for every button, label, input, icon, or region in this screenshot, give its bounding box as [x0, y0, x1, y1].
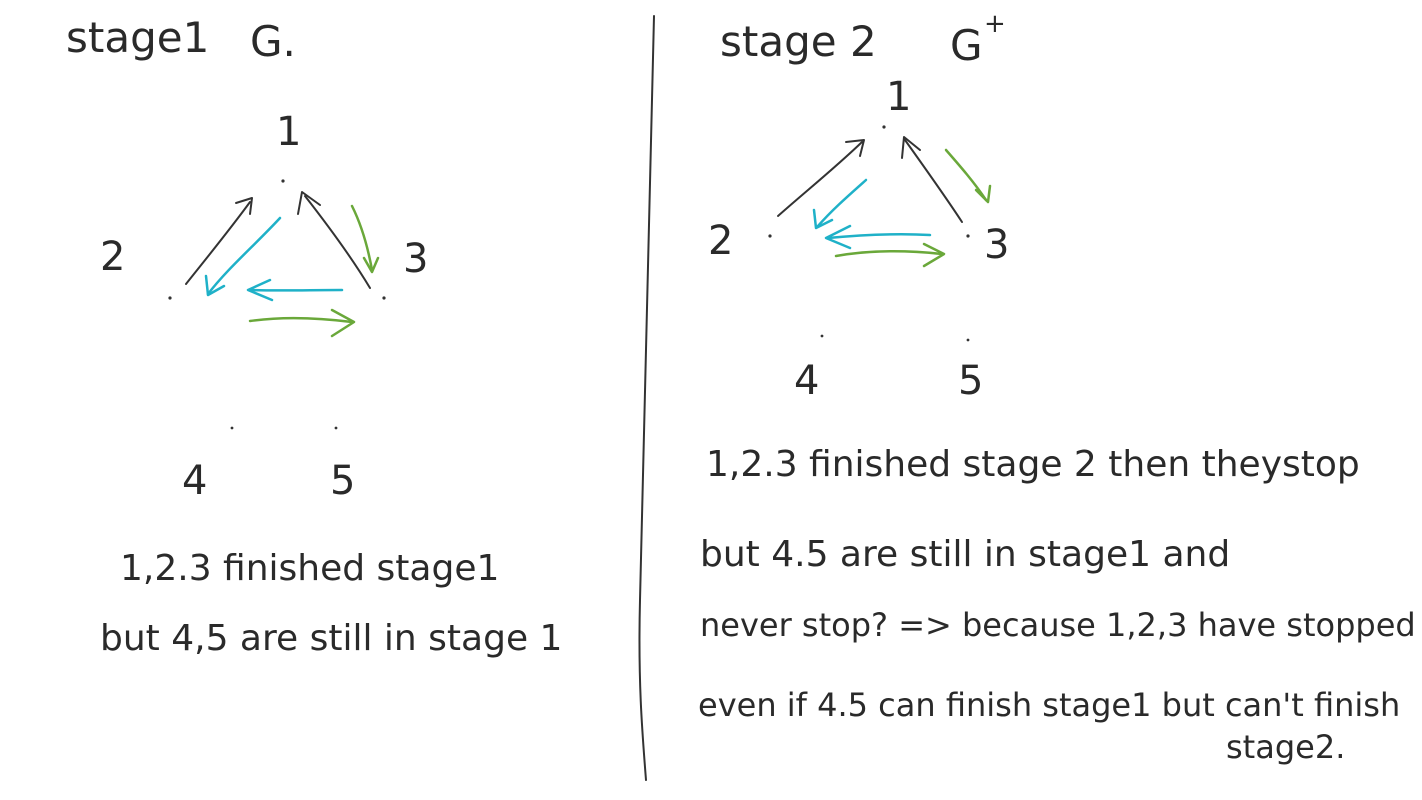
stage1-edge-3-to-1: [305, 196, 370, 288]
stage2-cyan-edge-3-to-2: [828, 234, 930, 238]
stage1-green-arrowhead-2-to-3: [332, 310, 354, 336]
stage2-node-4: 4: [794, 358, 819, 404]
stage2-node-5: 5: [958, 358, 983, 404]
stage2-green-arrowhead-2-to-3: [924, 244, 944, 266]
stage1-note-line-2: but 4,5 are still in stage 1: [100, 618, 562, 659]
stage1-node-2: 2: [100, 234, 125, 280]
stage2-title: stage 2: [720, 17, 877, 66]
stage2-edge-2-to-1: [778, 142, 862, 216]
stage2-note-line-2: but 4.5 are still in stage1 and: [700, 534, 1230, 575]
stage1-edge-2-to-1: [186, 202, 250, 284]
stage1-node-3: 3: [403, 236, 428, 282]
panel-divider-line: [639, 16, 654, 780]
stage2-node-3: 3: [984, 222, 1009, 268]
stage1-node-5: 5: [330, 458, 355, 504]
stage1-node-1: 1: [276, 109, 301, 155]
stage2-node-4-dot: [821, 335, 824, 338]
stage1-node-3-dot: [382, 296, 385, 299]
stage2-node-1-dot: [882, 125, 885, 128]
stage2-note-line-5: stage2.: [1226, 728, 1345, 766]
stage2-node-1: 1: [886, 74, 911, 120]
stage2-cyan-edge-1-to-2: [818, 180, 866, 226]
stage2-graph-label: G: [950, 21, 983, 70]
stage1-node-2-dot: [168, 296, 171, 299]
stage1-node-5-dot: [335, 427, 338, 430]
stage1-green-edge-2-to-3: [250, 318, 352, 322]
stage2-node-3-dot: [966, 234, 969, 237]
stage1-note-line-1: 1,2.3 finished stage1: [120, 548, 499, 589]
stage1-panel: stage1 G. 1 2 3 4 5 1,2.3 finished stage…: [66, 13, 562, 659]
stage2-green-edge-2-to-3: [836, 251, 942, 256]
stage1-cyan-edge-1-to-2: [208, 218, 280, 294]
stage1-graph-label: G.: [250, 17, 296, 66]
stage2-note-line-4: even if 4.5 can finish stage1 but can't …: [698, 686, 1400, 724]
stage1-node-4: 4: [182, 458, 207, 504]
stage2-panel: stage 2 G + 1 2 3 4 5 1,2.3 finished sta…: [698, 9, 1416, 766]
stage2-note-line-1: 1,2.3 finished stage 2 then theystop: [706, 444, 1360, 485]
stage2-node-2: 2: [708, 218, 733, 264]
stage2-graph-superscript: +: [984, 9, 1006, 39]
stage1-title: stage1: [66, 13, 209, 62]
stage1-green-edge-1-to-3: [352, 206, 372, 270]
stage2-edge-3-to-1: [905, 140, 962, 222]
stage2-note-line-3: never stop? => because 1,2,3 have stoppe…: [700, 606, 1416, 644]
stage2-node-2-dot: [768, 234, 771, 237]
stage2-node-5-dot: [967, 339, 970, 342]
stage1-node-1-dot: [281, 179, 284, 182]
stage1-node-4-dot: [231, 427, 234, 430]
